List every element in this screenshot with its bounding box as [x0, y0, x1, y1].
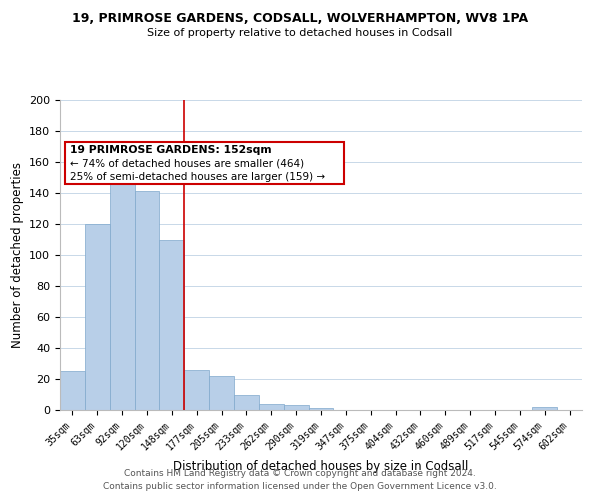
- Text: Size of property relative to detached houses in Codsall: Size of property relative to detached ho…: [148, 28, 452, 38]
- Bar: [60, 371, 85, 410]
- FancyBboxPatch shape: [65, 142, 344, 184]
- Bar: [184, 370, 209, 410]
- Bar: [160, 240, 184, 410]
- Text: 25% of semi-detached houses are larger (159) →: 25% of semi-detached houses are larger (…: [70, 172, 326, 182]
- Bar: [209, 376, 234, 410]
- Bar: [259, 404, 284, 410]
- Text: ← 74% of detached houses are smaller (464): ← 74% of detached houses are smaller (46…: [70, 159, 305, 169]
- Bar: [85, 224, 110, 410]
- Bar: [110, 151, 134, 410]
- Text: Contains HM Land Registry data © Crown copyright and database right 2024.: Contains HM Land Registry data © Crown c…: [124, 468, 476, 477]
- Bar: [532, 407, 557, 410]
- X-axis label: Distribution of detached houses by size in Codsall: Distribution of detached houses by size …: [173, 460, 469, 473]
- Text: Contains public sector information licensed under the Open Government Licence v3: Contains public sector information licen…: [103, 482, 497, 491]
- Text: 19 PRIMROSE GARDENS: 152sqm: 19 PRIMROSE GARDENS: 152sqm: [70, 145, 272, 155]
- Bar: [284, 406, 308, 410]
- Bar: [308, 408, 334, 410]
- Bar: [134, 192, 160, 410]
- Y-axis label: Number of detached properties: Number of detached properties: [11, 162, 23, 348]
- Text: 19, PRIMROSE GARDENS, CODSALL, WOLVERHAMPTON, WV8 1PA: 19, PRIMROSE GARDENS, CODSALL, WOLVERHAM…: [72, 12, 528, 26]
- Bar: [234, 394, 259, 410]
